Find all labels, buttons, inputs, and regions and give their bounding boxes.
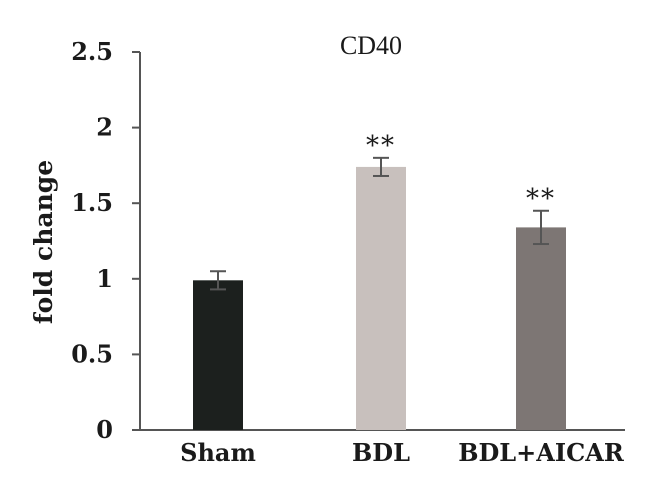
y-tick-label: 1 [96,264,113,293]
error-bars-group [210,156,549,291]
bars-group [193,166,566,431]
y-ticks-group: 0 0.5 1 1.5 2 2.5 [71,37,140,444]
y-tick-label: 0.5 [71,339,113,368]
bar-sham [193,280,243,430]
error-bar [210,270,226,291]
bar-bdl-aicar [516,227,566,430]
bar-bdl [356,166,406,431]
y-tick-label: 2 [96,113,113,142]
x-category-label: BDL+AICAR [458,438,625,467]
chart-title: CD40 [340,31,402,60]
significance-label: ** [366,131,396,161]
y-axis-label: fold change [29,160,58,324]
significance-group: ** ** [366,131,556,214]
error-bar [373,156,389,177]
y-tick-label: 2.5 [71,37,113,66]
x-category-label: Sham [180,438,256,467]
x-labels-group: Sham BDL BDL+AICAR [180,438,625,467]
y-tick-label: 1.5 [71,188,113,217]
y-tick-label: 0 [96,415,113,444]
significance-label: ** [526,184,556,214]
error-bar [533,209,549,246]
x-category-label: BDL [352,438,410,467]
